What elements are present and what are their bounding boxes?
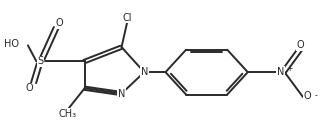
Text: CH₃: CH₃ (59, 109, 77, 119)
Text: N: N (277, 67, 284, 77)
Text: N: N (141, 67, 148, 77)
Text: HO: HO (4, 40, 19, 49)
Text: O: O (296, 40, 304, 50)
Text: S: S (38, 56, 44, 66)
Text: -: - (315, 91, 317, 100)
Text: O: O (55, 18, 63, 28)
Text: N: N (118, 89, 125, 99)
Text: +: + (287, 64, 293, 73)
Text: O: O (25, 83, 33, 93)
Text: Cl: Cl (123, 13, 132, 23)
Text: O: O (304, 91, 311, 101)
